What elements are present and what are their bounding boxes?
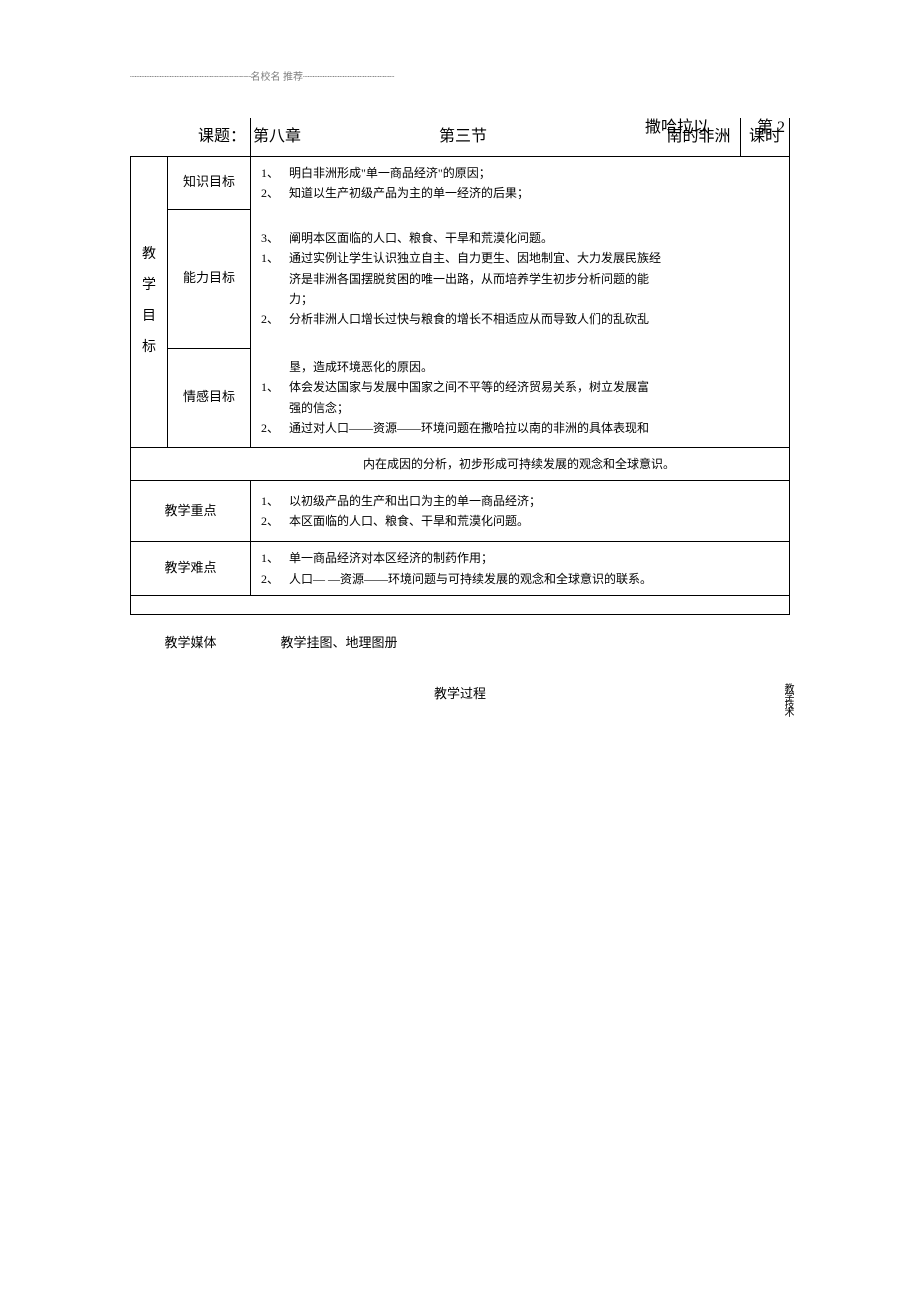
difficulty-text-1: 单一商品经济对本区经济的制药作用； — [289, 548, 779, 568]
topic-cell: 南的非洲 — [657, 118, 741, 156]
emotion-item-1: 1、体会发达国家与发展中国家之间不平等的经济贸易关系，树立发展富 — [257, 377, 779, 397]
period-line2: 课时 — [749, 128, 781, 145]
ability-item-2b: 垦，造成环境恶化的原因。 — [257, 357, 779, 377]
media-content: 教学挂图、地理图册 — [251, 615, 790, 660]
difficulty-label: 教学难点 — [131, 542, 251, 596]
ability-item-2: 2、分析非洲人口增长过快与粮食的增长不相适应从而导致人们的乱砍乱 — [257, 309, 779, 329]
chapter-text: 第八章 — [253, 128, 301, 145]
knowledge-label: 知识目标 — [168, 156, 251, 209]
difficulty-item-1: 1、单一商品经济对本区经济的制药作用； — [257, 548, 779, 568]
knowledge-row: 教学目标 知识目标 1、明白非洲形成"单一商品经济"的原因； 2、知道以生产初级… — [131, 156, 790, 209]
knowledge-text-2: 知道以生产初级产品为主的单一经济的后果； — [289, 183, 779, 203]
header-dots-right: ┈┈┈┈┈┈┈┈┈┈┈┈┈┈┈┈┈┈ — [303, 72, 393, 83]
emotion-overflow-row: 内在成因的分析，初步形成可持续发展的观念和全球意识。 — [131, 447, 790, 480]
side-note: 教学技术 — [782, 683, 793, 715]
emotion-text-1b: 强的信念； — [289, 398, 779, 418]
ability-item-1: 1、通过实例让学生认识独立自主、自力更生、因地制宜、大力发展民族经 — [257, 248, 779, 268]
emotion-item-2b: 内在成因的分析，初步形成可持续发展的观念和全球意识。 — [331, 454, 779, 474]
ability-text-1a: 通过实例让学生认识独立自主、自力更生、因地制宜、大力发展民族经 — [289, 248, 779, 268]
media-row: 教学媒体 教学挂图、地理图册 — [131, 615, 790, 660]
blank-cell — [131, 596, 790, 615]
focus-text-1: 以初级产品的生产和出口为主的单一商品经济； — [289, 491, 779, 511]
focus-content: 1、以初级产品的生产和出口为主的单一商品经济； 2、本区面临的人口、粮食、干旱和… — [251, 481, 790, 542]
header-dots-left: ┈┈┈┈┈┈┈┈┈┈┈┈┈┈┈┈┈┈┈┈┈┈┈┈ — [130, 72, 251, 83]
difficulty-item-2: 2、人口— —资源——环境问题与可持续发展的观念和全球意识的联系。 — [257, 569, 779, 589]
media-label: 教学媒体 — [131, 615, 251, 660]
blank-row — [131, 596, 790, 615]
emotion-content: 垦，造成环境恶化的原因。 1、体会发达国家与发展中国家之间不平等的经济贸易关系，… — [251, 348, 790, 447]
knowledge-item-3: 3、阐明本区面临的人口、粮食、干旱和荒漠化问题。 — [257, 228, 779, 248]
lesson-plan-table-wrap: 课题： 第八章 第三节 南的非洲 课时 教学目标 知识目标 1、明白非洲形成"单… — [130, 118, 790, 729]
emotion-text-2a: 通过对人口——资源——环境问题在撒哈拉以南的非洲的具体表现和 — [289, 418, 779, 438]
focus-item-1: 1、以初级产品的生产和出口为主的单一商品经济； — [257, 491, 779, 511]
focus-row: 教学重点 1、以初级产品的生产和出口为主的单一商品经济； 2、本区面临的人口、粮… — [131, 481, 790, 542]
knowledge-item-2: 2、知道以生产初级产品为主的单一经济的后果； — [257, 183, 779, 203]
ability-text-1b: 济是非洲各国摆脱贫困的唯一出路，从而培养学生初步分析问题的能 — [289, 269, 779, 289]
ability-label: 能力目标 — [168, 209, 251, 348]
ability-row: 能力目标 3、阐明本区面临的人口、粮食、干旱和荒漠化问题。 1、通过实例让学生认… — [131, 209, 790, 348]
emotion-row: 情感目标 垦，造成环境恶化的原因。 1、体会发达国家与发展中国家之间不平等的经济… — [131, 348, 790, 447]
ability-text-2a: 分析非洲人口增长过快与粮食的增长不相适应从而导致人们的乱砍乱 — [289, 309, 779, 329]
title-row: 课题： 第八章 第三节 南的非洲 课时 — [131, 118, 790, 156]
ability-text-1c: 力； — [289, 289, 779, 309]
focus-item-2: 2、本区面临的人口、粮食、干旱和荒漠化问题。 — [257, 511, 779, 531]
title-label-cell: 课题： — [131, 118, 251, 156]
title-label: 课题： — [198, 128, 246, 145]
period-cell: 课时 — [741, 118, 790, 156]
goals-vertical-label: 教学目标 — [131, 156, 168, 447]
difficulty-content: 1、单一商品经济对本区经济的制药作用； 2、人口— —资源——环境问题与可持续发… — [251, 542, 790, 596]
chapter-cell: 第八章 第三节 — [251, 118, 658, 156]
focus-text-2: 本区面临的人口、粮食、干旱和荒漠化问题。 — [289, 511, 779, 531]
ability-text-2b: 垦，造成环境恶化的原因。 — [289, 357, 779, 377]
difficulty-text-2: 人口— —资源——环境问题与可持续发展的观念和全球意识的联系。 — [289, 569, 779, 589]
emotion-item-1b: 强的信念； — [257, 398, 779, 418]
lesson-plan-table: 课题： 第八章 第三节 南的非洲 课时 教学目标 知识目标 1、明白非洲形成"单… — [130, 118, 790, 729]
knowledge-item-1: 1、明白非洲形成"单一商品经济"的原因； — [257, 163, 779, 183]
ability-item-1b: 济是非洲各国摆脱贫困的唯一出路，从而培养学生初步分析问题的能 — [257, 269, 779, 289]
emotion-overflow-content: 内在成因的分析，初步形成可持续发展的观念和全球意识。 — [131, 447, 790, 480]
knowledge-content: 1、明白非洲形成"单一商品经济"的原因； 2、知道以生产初级产品为主的单一经济的… — [251, 156, 790, 209]
difficulty-row: 教学难点 1、单一商品经济对本区经济的制药作用； 2、人口— —资源——环境问题… — [131, 542, 790, 596]
emotion-text-1a: 体会发达国家与发展中国家之间不平等的经济贸易关系，树立发展富 — [289, 377, 779, 397]
emotion-item-2: 2、通过对人口——资源——环境问题在撒哈拉以南的非洲的具体表现和 — [257, 418, 779, 438]
ability-content: 3、阐明本区面临的人口、粮食、干旱和荒漠化问题。 1、通过实例让学生认识独立自主… — [251, 209, 790, 348]
topic-line2: 南的非洲 — [666, 128, 730, 145]
emotion-label: 情感目标 — [168, 348, 251, 447]
header-text: 名校名 推荐 — [251, 72, 304, 83]
process-row: 教学过程 — [131, 660, 790, 729]
knowledge-text-3: 阐明本区面临的人口、粮食、干旱和荒漠化问题。 — [289, 228, 779, 248]
knowledge-text-1: 明白非洲形成"单一商品经济"的原因； — [289, 163, 779, 183]
emotion-text-2b: 内在成因的分析，初步形成可持续发展的观念和全球意识。 — [363, 454, 779, 474]
ability-item-1c: 力； — [257, 289, 779, 309]
process-label: 教学过程 — [131, 660, 790, 729]
page-header: ┈┈┈┈┈┈┈┈┈┈┈┈┈┈┈┈┈┈┈┈┈┈┈┈名校名 推荐┈┈┈┈┈┈┈┈┈┈… — [130, 68, 393, 83]
focus-label: 教学重点 — [131, 481, 251, 542]
section-text: 第三节 — [439, 128, 487, 145]
